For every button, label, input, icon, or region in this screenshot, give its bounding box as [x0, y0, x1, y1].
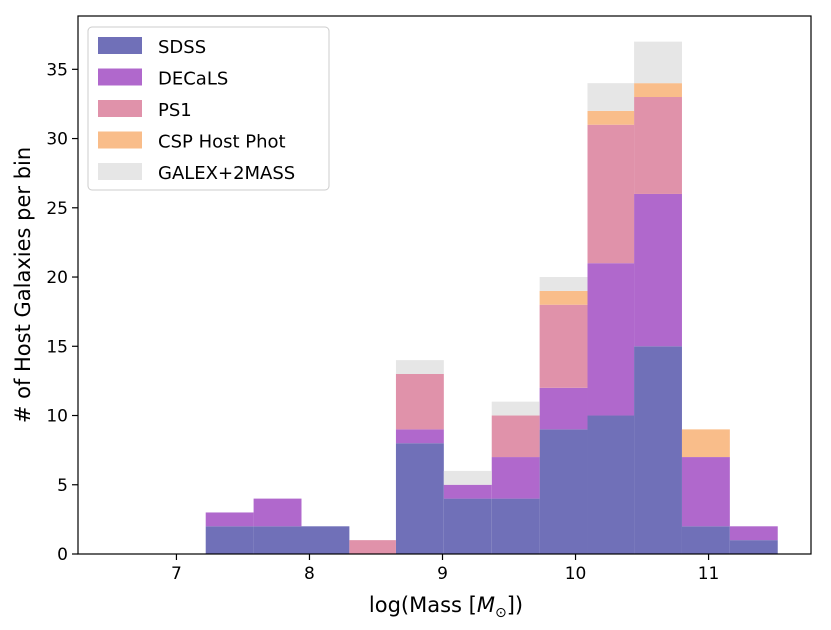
bar-galex-2mass-bin-4 — [395, 360, 444, 374]
legend-label-csp-host-phot: CSP Host Phot — [158, 132, 286, 153]
bar-galex-2mass-bin-7 — [539, 277, 588, 291]
legend-swatch-ps1 — [98, 100, 142, 117]
y-tick-label: 25 — [46, 199, 68, 219]
bar-csp-host-phot-bin-9 — [634, 83, 682, 98]
bar-sdss-bin-6 — [491, 498, 540, 554]
bar-ps1-bin-7 — [539, 304, 588, 388]
bar-sdss-bin-1 — [253, 526, 302, 554]
y-tick-label: 30 — [46, 130, 68, 150]
legend-swatch-decals — [98, 68, 142, 86]
legend-label-sdss: SDSS — [158, 37, 206, 58]
bar-decals-bin-9 — [634, 193, 682, 347]
y-tick-label: 20 — [46, 268, 68, 288]
y-tick-label: 0 — [57, 545, 68, 565]
y-tick-label: 15 — [46, 337, 68, 357]
bar-decals-bin-10 — [681, 457, 730, 527]
bar-csp-host-phot-bin-7 — [539, 290, 588, 305]
bar-decals-bin-7 — [539, 387, 588, 430]
bar-galex-2mass-bin-6 — [491, 401, 540, 416]
x-axis-label-suffix: ]) — [507, 593, 523, 617]
legend-swatch-sdss — [98, 37, 142, 54]
bar-sdss-bin-8 — [587, 415, 635, 554]
x-tick-label: 10 — [565, 564, 587, 584]
x-axis-ticks: 7 8 9 10 11 — [171, 554, 719, 584]
bar-galex-2mass-bin-5 — [443, 470, 492, 485]
bar-galex-2mass-bin-8 — [587, 83, 635, 111]
bar-decals-bin-6 — [491, 457, 540, 499]
bar-decals-bin-8 — [587, 263, 635, 416]
bar-sdss-bin-0 — [205, 526, 254, 554]
bar-ps1-bin-8 — [587, 124, 635, 264]
y-axis-ticks: 0 5 10 15 20 25 30 35 — [46, 60, 78, 565]
legend: SDSS DECaLS PS1 CSP Host Phot GALEX+2MASS — [87, 26, 330, 191]
bar-sdss-bin-4 — [395, 443, 444, 554]
bar-decals-bin-5 — [443, 484, 492, 499]
bar-ps1-bin-6 — [491, 415, 540, 458]
x-tick-label: 11 — [698, 564, 720, 584]
bar-sdss-bin-5 — [443, 498, 492, 554]
bar-ps1-bin-4 — [395, 373, 444, 430]
y-tick-label: 35 — [46, 60, 68, 80]
bar-decals-bin-11 — [729, 526, 778, 541]
bars-layer — [205, 41, 778, 554]
y-tick-label: 5 — [57, 476, 68, 496]
bar-sdss-bin-10 — [681, 526, 730, 554]
legend-box — [87, 26, 330, 191]
x-tick-label: 9 — [437, 564, 448, 584]
y-axis-label: # of Host Galaxies per bin — [11, 147, 35, 423]
bar-csp-host-phot-bin-10 — [681, 429, 730, 458]
legend-label-ps1: PS1 — [158, 100, 192, 121]
legend-label-galex-2mass: GALEX+2MASS — [158, 163, 295, 184]
bar-sdss-bin-2 — [301, 526, 350, 554]
plot-frame — [77, 15, 812, 555]
bar-csp-host-phot-bin-8 — [587, 110, 635, 125]
y-tick-label: 10 — [46, 407, 68, 427]
x-tick-label: 8 — [304, 564, 315, 584]
legend-swatch-galex-2mass — [98, 163, 142, 180]
bar-decals-bin-4 — [395, 429, 444, 444]
bar-sdss-bin-7 — [539, 429, 588, 554]
legend-label-decals: DECaLS — [158, 69, 228, 90]
x-axis-label-text: log(Mass [ — [369, 593, 477, 617]
bar-sdss-bin-11 — [729, 540, 778, 554]
x-tick-label: 7 — [171, 564, 182, 584]
bar-ps1-bin-3 — [349, 540, 396, 554]
bar-decals-bin-0 — [205, 512, 254, 527]
bar-galex-2mass-bin-9 — [634, 41, 682, 84]
x-axis-label-subscript: ⊙ — [495, 605, 507, 621]
bar-sdss-bin-9 — [634, 346, 682, 554]
legend-swatch-csp-host-phot — [98, 131, 142, 149]
bar-ps1-bin-9 — [634, 97, 682, 194]
x-axis-label: log(Mass [M⊙]) — [369, 593, 523, 621]
x-axis-label-symbol: M — [477, 593, 495, 617]
bar-decals-bin-1 — [253, 498, 302, 527]
